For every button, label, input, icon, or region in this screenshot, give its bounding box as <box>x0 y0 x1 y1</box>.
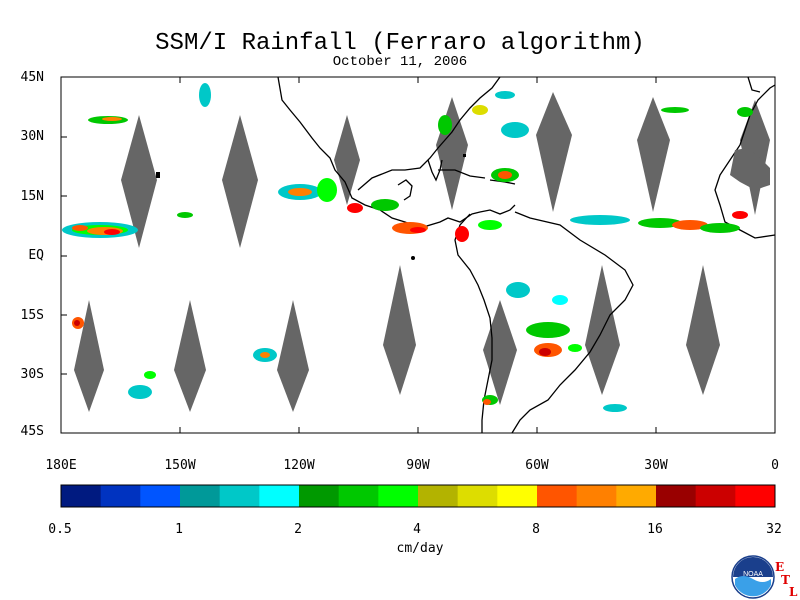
colorbar-tick-label: 1 <box>175 522 183 537</box>
galapagos <box>411 256 415 260</box>
lon-label: 180E <box>45 458 77 473</box>
map-ticks <box>60 76 776 434</box>
colorbar-tick-label: 4 <box>413 522 421 537</box>
sahara-gap <box>730 148 770 190</box>
swath-gap <box>536 92 572 212</box>
swath-gap <box>121 115 157 248</box>
colorbar-swatch <box>735 485 776 507</box>
colorbar-swatch <box>259 485 300 507</box>
lon-label: 90W <box>406 458 430 473</box>
rain-patches <box>62 83 753 412</box>
yucatan <box>397 179 413 201</box>
lat-label: 30N <box>20 129 44 144</box>
colorbar-tick-label: 16 <box>647 522 663 537</box>
gulf-coast <box>357 76 501 191</box>
lat-label: EQ <box>28 248 44 263</box>
lon-label: 150W <box>164 458 196 473</box>
iberia <box>747 76 761 93</box>
colorbar-swatch <box>695 485 736 507</box>
colorbar <box>60 484 776 508</box>
colorbar-swatch <box>140 485 181 507</box>
lon-label: 120W <box>283 458 315 473</box>
map-title: SSM/I Rainfall (Ferraro algorithm) <box>155 30 645 57</box>
lat-label: 45N <box>20 70 44 85</box>
bahamas <box>463 154 466 157</box>
colorbar-swatch <box>497 485 538 507</box>
swath-gap <box>222 115 258 248</box>
north-america-coast <box>277 76 516 229</box>
colorbar-tick-label: 2 <box>294 522 302 537</box>
lat-label: 15S <box>20 308 44 323</box>
south-america-east <box>511 211 634 434</box>
colorbar-swatch <box>100 485 141 507</box>
swath-gap <box>74 300 104 412</box>
florida <box>427 159 443 182</box>
hawaii <box>156 172 160 178</box>
colorbar-swatch <box>219 485 260 507</box>
colorbar-swatch <box>61 485 102 507</box>
map-date: October 11, 2006 <box>332 54 468 70</box>
lon-label: 30W <box>644 458 668 473</box>
cuba <box>438 169 486 179</box>
etl-letter: L <box>789 585 798 599</box>
colorbar-swatch <box>616 485 657 507</box>
lon-label: 0 <box>771 458 779 473</box>
noaa-logo: NOAA <box>731 555 775 599</box>
colorbar-unit: cm/day <box>396 541 444 556</box>
swath-gap <box>277 300 309 412</box>
colorbar-swatch <box>576 485 617 507</box>
colorbar-swatch <box>656 485 697 507</box>
lat-label: 15N <box>20 189 44 204</box>
logo-text: NOAA <box>743 571 763 578</box>
colorbar-swatch <box>537 485 578 507</box>
colorbar-tick-label: 32 <box>766 522 782 537</box>
colorbar-swatch <box>457 485 498 507</box>
colorbar-border <box>60 484 776 508</box>
lon-label: 60W <box>525 458 549 473</box>
swath-gap <box>174 300 206 412</box>
colorbar-swatch <box>378 485 419 507</box>
colorbar-swatch <box>338 485 379 507</box>
islands <box>156 154 466 260</box>
etl-letter: E <box>775 560 785 574</box>
swath-gap <box>637 97 670 212</box>
swath-gap <box>383 265 416 395</box>
colorbar-swatch <box>180 485 221 507</box>
colorbar-tick-label: 8 <box>532 522 540 537</box>
swath-gap <box>483 300 517 405</box>
colorbar-tick-label: 0.5 <box>48 522 72 537</box>
swath-gap <box>686 265 720 395</box>
colorbar-swatch <box>299 485 340 507</box>
swath-gap <box>334 115 360 205</box>
map-frame <box>60 76 776 434</box>
lat-label: 45S <box>20 424 44 439</box>
colorbar-swatch <box>418 485 459 507</box>
lat-label: 30S <box>20 367 44 382</box>
etl-letter: T <box>781 573 790 587</box>
